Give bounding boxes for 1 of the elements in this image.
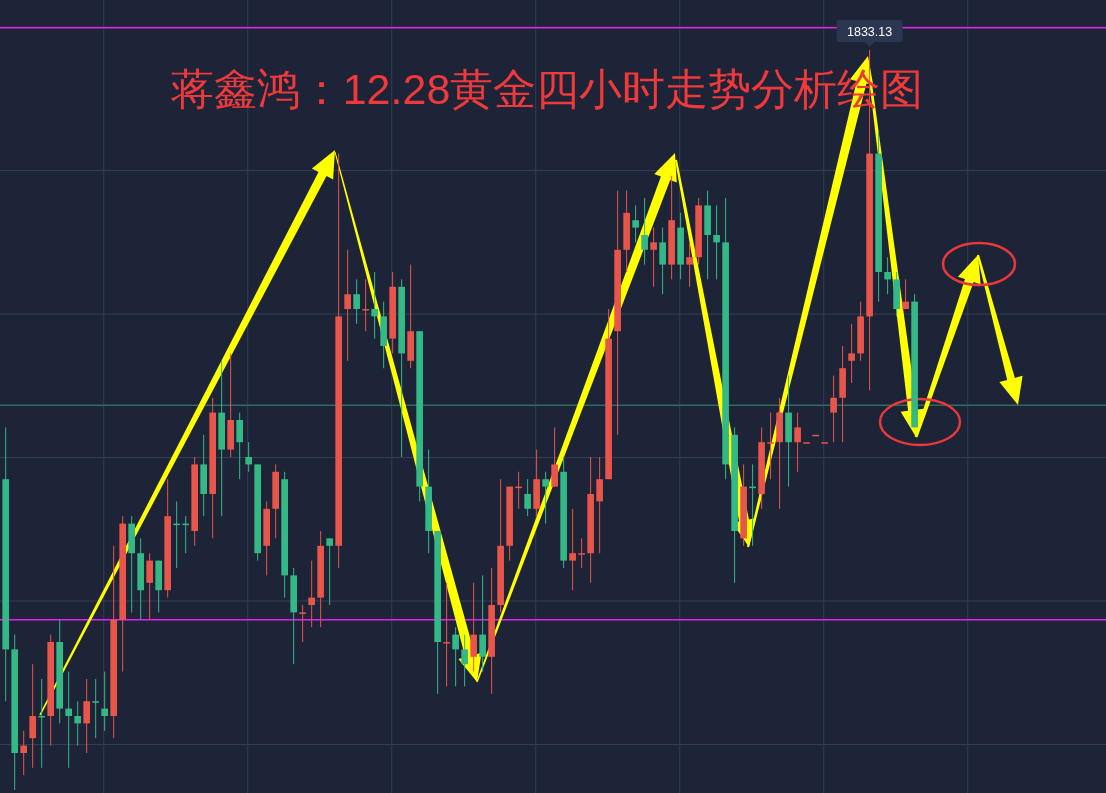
annotation: 1833.13 — [836, 20, 903, 47]
